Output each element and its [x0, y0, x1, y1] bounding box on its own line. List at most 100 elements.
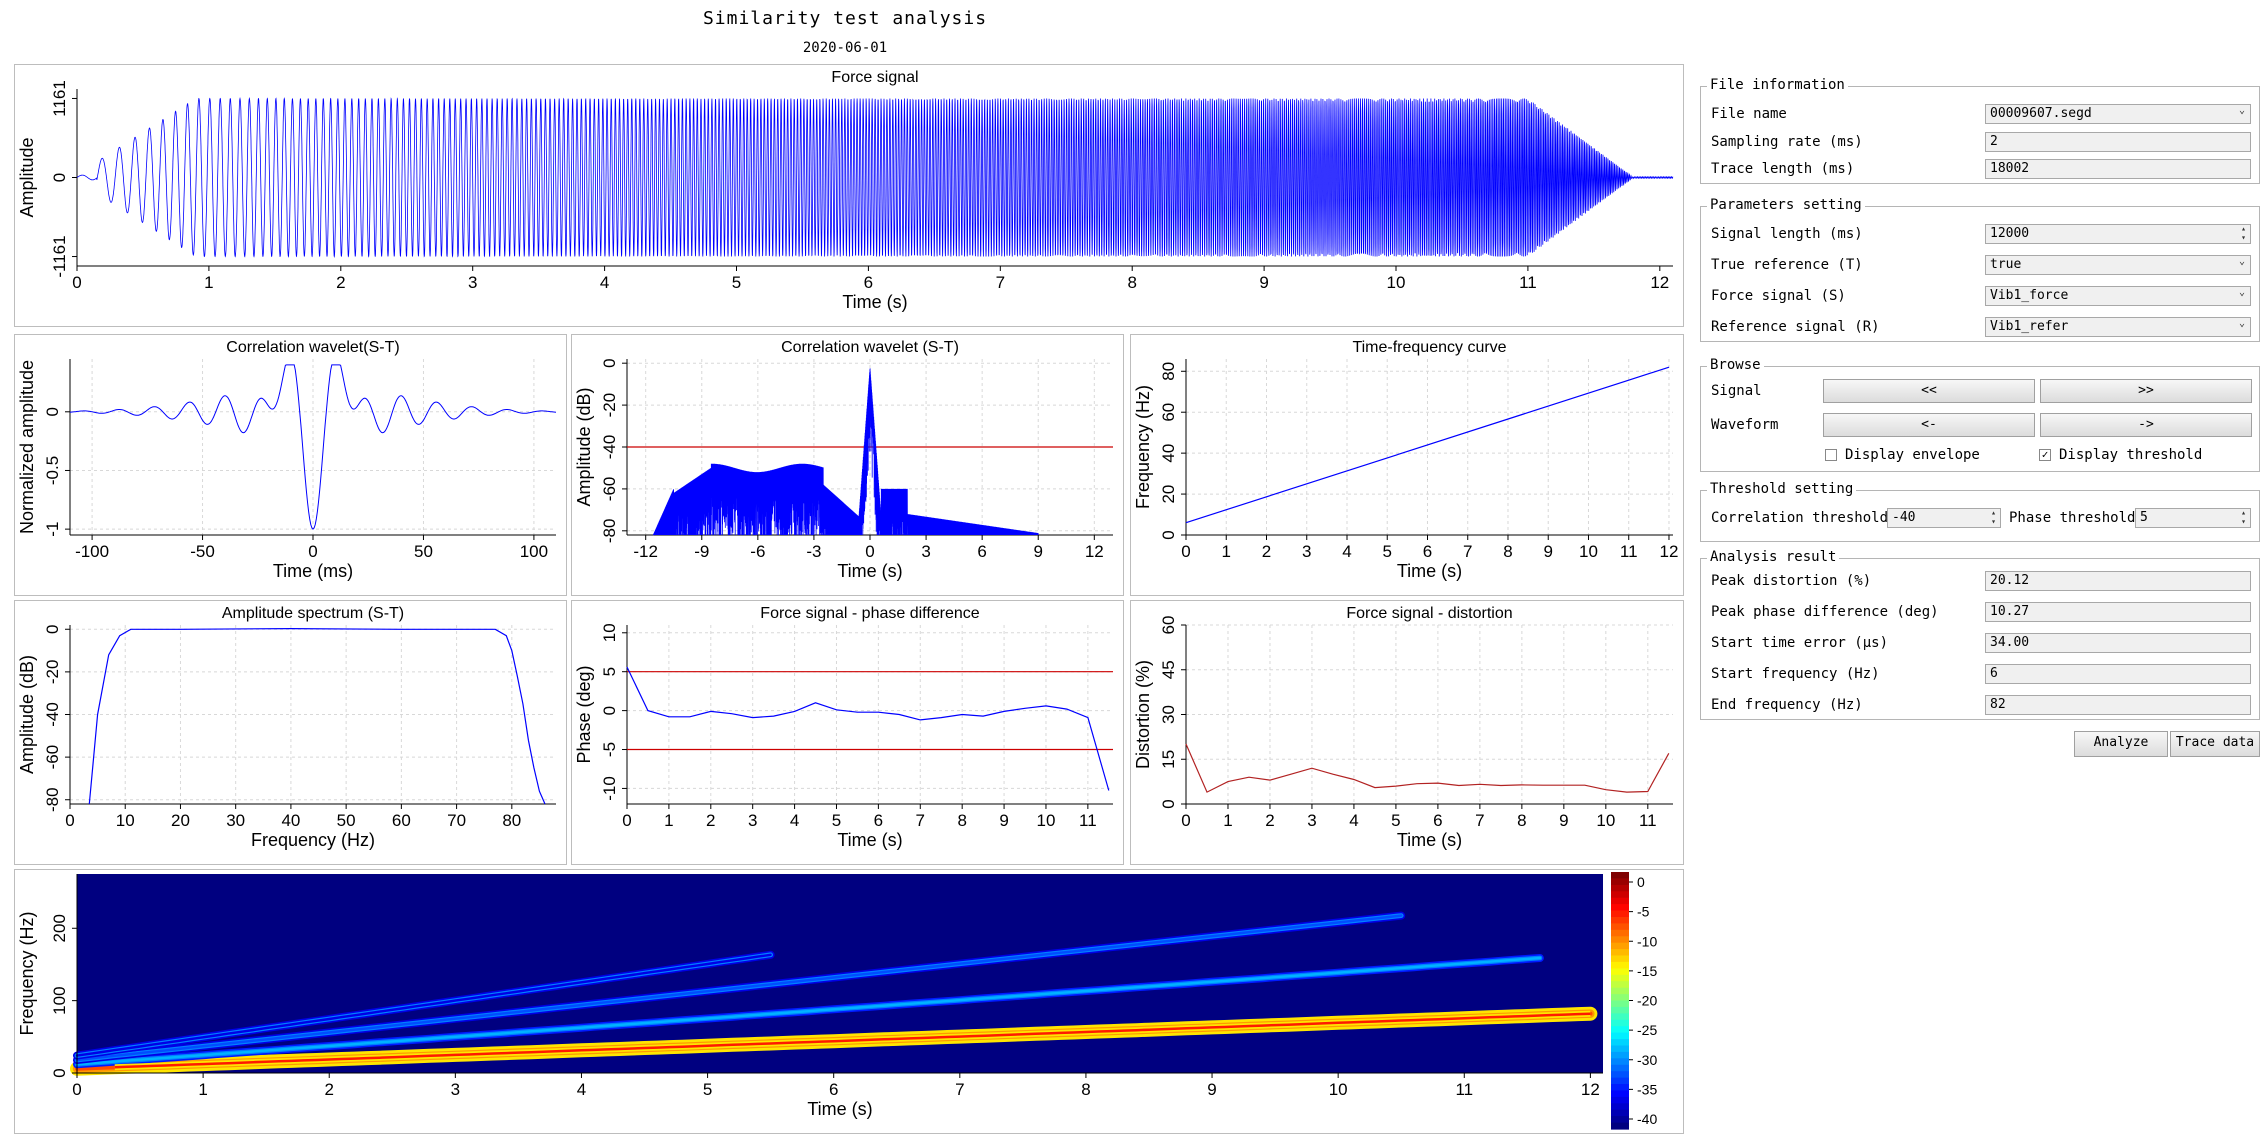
tf-series-line: [1185, 366, 1670, 524]
display-envelope-checkbox[interactable]: [1825, 449, 1837, 461]
colorbar-tick-label: -20: [1637, 993, 1657, 1009]
correlation-wavelet-db-chart[interactable]: Correlation wavelet (S-T) -12 -9 -6 -3 0 3 6 9 12…: [572, 335, 1123, 595]
x-tick-label: 0: [1181, 542, 1190, 561]
x-tick-label: -6: [750, 542, 765, 561]
y-tick-label: 0: [1159, 799, 1178, 808]
amplitude-spectrum-chart[interactable]: Amplitude spectrum (S-T) 0 10 20 30 40 50 60 70 8…: [15, 601, 566, 864]
x-tick-label: -9: [694, 542, 709, 561]
file-information-group: File information File name 00009607.segd…: [1700, 77, 2260, 184]
peak-distortion-label: Peak distortion (%): [1711, 573, 1872, 589]
signal-browse-label: Signal: [1711, 383, 1762, 399]
dist-series-line: [1185, 743, 1670, 793]
sampling-rate-label: Sampling rate (ms): [1711, 134, 1863, 150]
reference-signal-combo[interactable]: Vib1_refer: [1985, 315, 2251, 337]
colorbar-segment: [1611, 1090, 1629, 1098]
force-signal-panel: Force signal 0 1 2 3 4 5 6 7 8 9 10 11 12 -1161 0 1161 Ti…: [14, 64, 1684, 327]
y-tick-label: 0: [43, 625, 62, 634]
phase-threshold-spinbox[interactable]: 5: [2135, 508, 2251, 528]
x-tick-label: 7: [916, 811, 925, 830]
colorbar-segment: [1611, 872, 1629, 879]
y-tick-label: -10: [600, 776, 619, 801]
x-tick-label: 1: [204, 273, 213, 292]
signal-next-button[interactable]: >>: [2040, 379, 2252, 403]
waveform-previous-button[interactable]: <-: [1823, 413, 2035, 437]
y-tick-label: -60: [43, 745, 62, 770]
correlation-wavelet-chart[interactable]: Correlation wavelet(S-T) -100 -50 0 50 100 -1 -…: [15, 335, 566, 595]
analyze-button[interactable]: Analyze: [2074, 731, 2168, 757]
trace-data-button[interactable]: Trace data: [2170, 731, 2260, 757]
x-tick-label: 8: [957, 811, 966, 830]
colorbar-segment: [1611, 1116, 1629, 1124]
start-frequency-field[interactable]: 6: [1985, 664, 2251, 684]
correlation-wavelet-panel: Correlation wavelet(S-T) -100 -50 0 50 100 -1 -…: [14, 334, 567, 596]
colorbar-segment: [1611, 1058, 1629, 1066]
correlation-wavelet-trace: [69, 364, 557, 530]
x-axis-label: Time (s): [837, 830, 902, 850]
phase-threshold-label: Phase threshold: [2009, 510, 2136, 526]
waveform-next-button[interactable]: ->: [2040, 413, 2252, 437]
x-tick-label: 11: [1455, 1080, 1473, 1099]
colorbar-segment: [1611, 1103, 1629, 1111]
x-tick-label: 0: [308, 542, 317, 561]
x-tick-label: 1: [664, 811, 673, 830]
peak-distortion-field[interactable]: 20.12: [1985, 571, 2251, 591]
x-tick-label: -50: [190, 542, 215, 561]
x-tick-label: 1: [1222, 542, 1231, 561]
x-tick-label: 3: [1307, 811, 1316, 830]
amp-series-line: [88, 627, 546, 805]
correlation-threshold-spinbox[interactable]: -40: [1887, 508, 2001, 528]
reference-signal-label: Reference signal (R): [1711, 319, 1880, 335]
threshold-setting-title: Threshold setting: [1707, 481, 1857, 497]
y-tick-label: 30: [1159, 705, 1178, 724]
y-axis-label: Amplitude (dB): [574, 387, 594, 506]
force-signal-combo[interactable]: Vib1_force: [1985, 284, 2251, 306]
x-tick-label: 20: [171, 811, 190, 830]
harmonic-4-band: [75, 953, 772, 1057]
correlation-db-trace: [652, 368, 1039, 536]
sampling-rate-field[interactable]: 2: [1985, 132, 2251, 152]
x-tick-label: 4: [790, 811, 799, 830]
y-axis-label: Frequency (Hz): [17, 911, 37, 1035]
file-name-combo[interactable]: 00009607.segd: [1985, 102, 2251, 124]
colorbar-segment: [1611, 1032, 1629, 1040]
x-tick-label: 2: [1265, 811, 1274, 830]
x-tick-label: -12: [633, 542, 658, 561]
peak-phase-field[interactable]: 10.27: [1985, 602, 2251, 622]
chart-title: Force signal - distortion: [1346, 605, 1512, 622]
y-tick-label: 60: [1159, 403, 1178, 422]
x-tick-label: 3: [468, 273, 477, 292]
end-frequency-field[interactable]: 82: [1985, 695, 2251, 715]
colorbar-segment: [1611, 949, 1629, 957]
colorbar-segment: [1611, 1077, 1629, 1085]
phase-difference-chart[interactable]: Force signal - phase difference 0 1 2 3 4 5 6 7 8…: [572, 601, 1123, 864]
display-threshold-checkbox[interactable]: ✓: [2039, 449, 2051, 461]
x-tick-label: 2: [706, 811, 715, 830]
x-tick-label: 12: [1581, 1080, 1600, 1099]
signal-length-label: Signal length (ms): [1711, 226, 1863, 242]
colorbar-segment: [1611, 1019, 1629, 1027]
signal-previous-button[interactable]: <<: [1823, 379, 2035, 403]
x-tick-label: 12: [1660, 542, 1679, 561]
signal-length-spinbox[interactable]: 12000: [1985, 224, 2251, 244]
y-tick-label: 100: [50, 986, 69, 1014]
x-axis-label: Time (s): [807, 1099, 872, 1119]
fundamental-core-inner: [114, 1012, 1591, 1069]
x-tick-label: 3: [451, 1080, 460, 1099]
file-information-title: File information: [1707, 77, 1848, 93]
y-tick-label: -40: [600, 435, 619, 460]
trace-length-field[interactable]: 18002: [1985, 159, 2251, 179]
x-tick-label: 6: [1433, 811, 1442, 830]
x-tick-label: 5: [732, 273, 741, 292]
colorbar-segment: [1611, 955, 1629, 963]
browse-title: Browse: [1707, 357, 1764, 373]
threshold-setting-group: Threshold setting Correlation threshold …: [1700, 481, 2260, 542]
true-reference-combo[interactable]: true: [1985, 253, 2251, 275]
display-threshold-label: Display threshold: [2059, 447, 2203, 463]
y-tick-label: 10: [600, 623, 619, 642]
start-time-error-field[interactable]: 34.00: [1985, 633, 2251, 653]
y-tick-label: 0: [50, 1068, 69, 1077]
